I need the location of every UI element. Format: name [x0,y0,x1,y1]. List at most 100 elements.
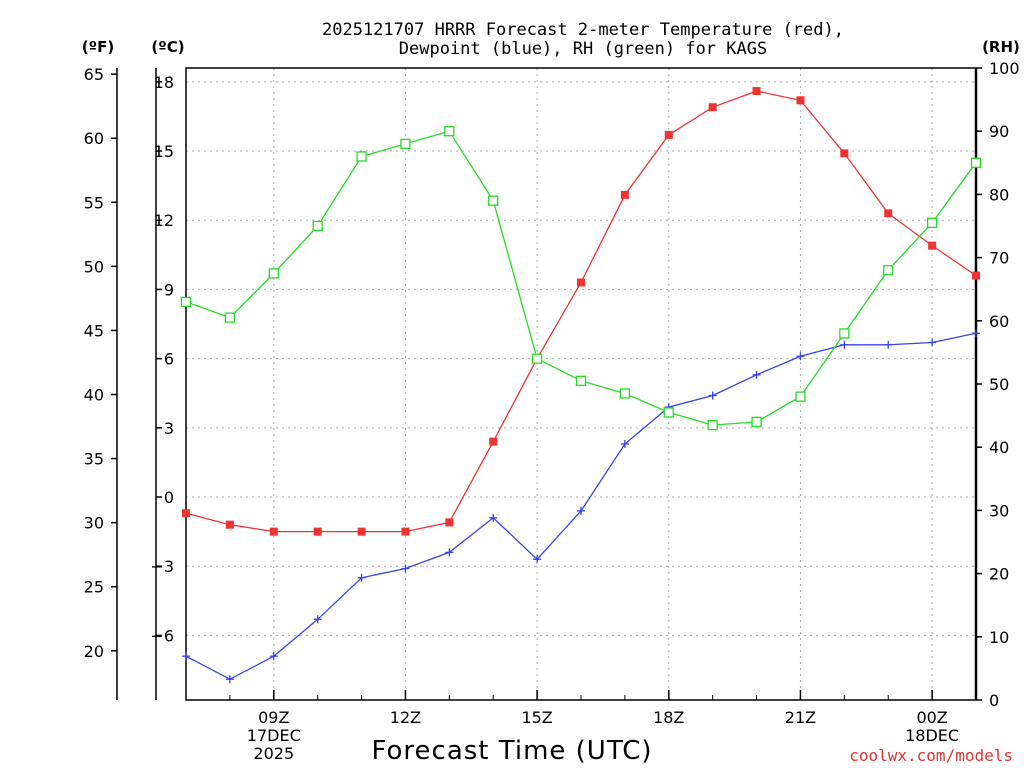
fahrenheit-tick-label: 35 [84,450,104,469]
dewpoint-point [928,338,937,347]
rh-point [883,265,894,276]
fahrenheit-tick-label: 50 [84,257,104,276]
temp-point [752,87,761,96]
x-tick-label: 12Z [390,708,421,727]
x-tick-label: 15Z [521,708,552,727]
rh-tick-label: 0 [989,691,999,710]
dewpoint-point [533,555,542,564]
rh-point [224,312,236,323]
dewpoint-point [708,391,717,400]
rh-point [663,407,674,418]
dewpoint-point [225,675,234,684]
temp-point [401,527,410,536]
dewpoint-point [313,615,322,624]
dewpoint-point [796,352,805,361]
rh-tick-label: 50 [989,375,1009,394]
rh-point [575,375,587,386]
x-tick-label: 17DEC [247,726,301,745]
celsius-tick-label: 12 [154,211,174,230]
temp-point [928,241,937,250]
celsius-axis: 18 15 12 9 6 3 0 −3 −6 [150,73,174,646]
rh-point [707,419,718,431]
x-tick-label: 21Z [785,708,816,727]
rh-point [839,328,850,339]
fahrenheit-axis-label: (ºF) [82,38,114,56]
plot-frame [116,67,978,701]
x-tick-label: 18Z [653,708,684,727]
x-tick-label: 00Z [916,708,947,727]
x-axis-title: Forecast Time (UTC) [371,736,652,766]
temp-point [577,278,585,287]
series-line-temp [185,90,977,533]
fahrenheit-tick-label: 30 [84,514,104,533]
temp-point [225,520,234,529]
fahrenheit-tick-label: 55 [84,193,104,212]
rh-point [268,268,279,279]
rh-point [970,157,982,168]
dewpoint-point [752,370,761,379]
temp-point [884,209,893,218]
temp-point [182,509,190,518]
x-tick-label: 2025 [253,744,294,763]
fahrenheit-tick-label: 20 [84,642,104,661]
temp-point [664,130,673,139]
temp-point [269,527,278,536]
temp-point [357,527,366,536]
rh-tick-label: 20 [989,565,1009,584]
dewpoint-point [972,329,980,338]
rh-point [400,138,411,149]
rh-tick-label: 100 [989,59,1020,78]
fahrenheit-tick-label: 45 [84,321,104,340]
temp-point [489,437,498,446]
dewpoint-point [182,652,190,661]
celsius-tick-label: −6 [150,626,174,645]
rh-tick-label: 10 [989,628,1009,647]
temp-point [445,518,454,527]
dewpoint-point [357,573,366,582]
dewpoint-point [489,513,498,522]
temp-point [796,96,805,105]
celsius-tick-label: 9 [164,280,174,299]
rh-point [795,391,806,402]
rh-tick-label: 70 [989,249,1009,268]
chart-title-line-1: 2025121707 HRRR Forecast 2-meter Tempera… [322,20,844,40]
celsius-tick-label: 3 [164,419,174,438]
rh-tick-label: 40 [989,438,1009,457]
x-tick-label: 09Z [258,708,289,727]
fahrenheit-tick-label: 25 [84,578,104,597]
celsius-tick-label: 6 [164,350,174,369]
dewpoint-point [884,340,893,349]
dewpoint-point [577,506,585,515]
dewpoint-point [620,439,629,448]
series-group [180,87,982,684]
dewpoint-point [840,340,849,349]
celsius-tick-label: 0 [164,488,174,507]
credit-text: coolwx.com/models [849,746,1013,765]
rh-tick-label: 60 [989,312,1009,331]
temp-point [840,149,849,158]
dewpoint-point [401,564,410,573]
celsius-axis-label: (ºC) [151,38,184,56]
fahrenheit-tick-label: 60 [84,129,104,148]
rh-axis-label: (RH) [982,38,1020,56]
celsius-tick-label: −3 [150,557,174,576]
rh-point [356,151,367,162]
rh-tick-label: 90 [989,122,1009,141]
rh-point [619,388,631,399]
celsius-tick-label: 15 [154,142,174,161]
temp-point [972,271,980,280]
dewpoint-point [269,652,278,661]
rh-point [444,126,455,137]
fahrenheit-tick-label: 40 [84,386,104,405]
rh-tick-label: 30 [989,501,1009,520]
series-rh [180,126,982,431]
rh-point [751,416,762,428]
rh-point [531,353,543,364]
rh-point [926,217,938,228]
celsius-tick-label: 18 [154,73,174,92]
rh-tick-label: 80 [989,185,1009,204]
chart-title-line-2: Dewpoint (blue), RH (green) for KAGS [399,39,767,59]
